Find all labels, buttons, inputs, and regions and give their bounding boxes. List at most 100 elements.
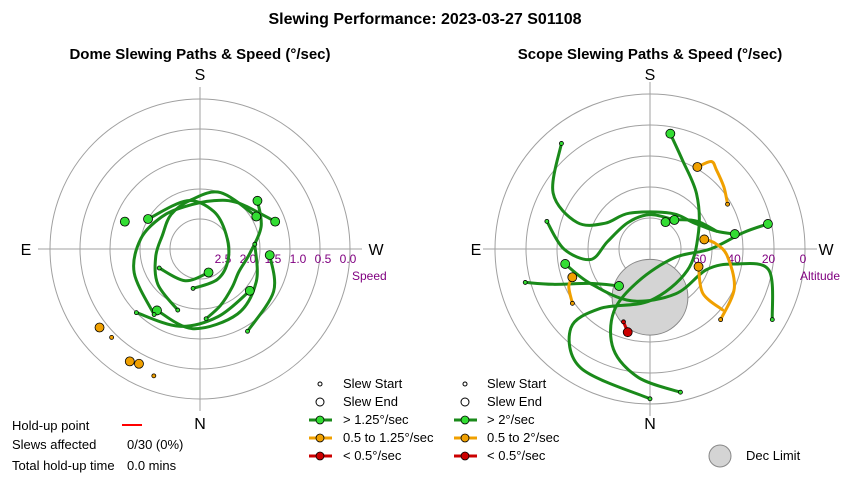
dome-slew-end-marker bbox=[252, 195, 263, 206]
dome-radial-tick-label: 0.0 bbox=[340, 252, 357, 266]
scope-radial-axis-label: Altitude bbox=[800, 269, 840, 283]
legend-slew-start-marker bbox=[317, 381, 323, 387]
scope-radial-tick-label: 0 bbox=[800, 252, 807, 266]
dome-dir-bottom: N bbox=[194, 416, 206, 433]
scope-radial-tick-label: 20 bbox=[762, 252, 776, 266]
scope-slew-end-marker bbox=[692, 162, 703, 172]
scope-slew-end-marker bbox=[693, 261, 704, 272]
dome-slew-end-marker bbox=[143, 214, 153, 224]
scope-slew-start-marker bbox=[559, 141, 564, 146]
dome-legend: Slew Start Slew End > 1.25°/sec 0.5 to 1… bbox=[309, 376, 434, 463]
scope-slew-end-marker bbox=[665, 128, 676, 139]
dome-slew-start-marker bbox=[151, 373, 157, 379]
dome-slew-path-fast bbox=[153, 190, 258, 312]
scope-dir-right: W bbox=[818, 242, 834, 259]
scope-slew-end-marker bbox=[729, 229, 740, 239]
dome-slew-path-fast bbox=[246, 253, 277, 333]
dome-dir-top: S bbox=[195, 67, 206, 84]
scope-slew-path-fast bbox=[563, 261, 775, 322]
dome-legend-fast: > 1.25°/sec bbox=[343, 412, 409, 427]
scope-polar-chart: Scope Slewing Paths & Speed (°/sec) S N … bbox=[471, 46, 841, 433]
holdup-point-label: Hold-up point bbox=[12, 418, 90, 433]
scope-slew-end-marker bbox=[763, 219, 773, 229]
scope-dir-left: E bbox=[471, 242, 482, 259]
scope-slew-start-marker bbox=[718, 317, 724, 323]
dome-plot-layer bbox=[38, 87, 362, 411]
dome-slew-start-marker bbox=[151, 312, 157, 317]
dome-slew-start-marker bbox=[190, 285, 196, 291]
dome-legend-slow: < 0.5°/sec bbox=[343, 448, 402, 463]
dome-slew-start-marker bbox=[252, 241, 258, 247]
dome-radial-axis-label: Speed bbox=[352, 269, 387, 283]
scope-legend: Slew Start Slew End > 2°/sec 0.5 to 2°/s… bbox=[454, 376, 801, 468]
scope-legend-slow: < 0.5°/sec bbox=[487, 448, 546, 463]
scope-slew-end-marker bbox=[560, 259, 571, 269]
scope-slew-start-marker bbox=[769, 317, 775, 323]
scope-slew-start-marker bbox=[570, 300, 575, 306]
dome-slew-end-marker bbox=[94, 322, 105, 333]
dome-dir-right: W bbox=[368, 242, 384, 259]
scope-slew-path-medium bbox=[695, 160, 730, 206]
dome-slew-start-marker bbox=[156, 265, 162, 271]
scope-legend-fast: > 2°/sec bbox=[487, 412, 535, 427]
holdup-stats: Hold-up point Slews affected 0/30 (0%) T… bbox=[12, 418, 183, 473]
scope-slew-path-fast bbox=[567, 132, 701, 401]
scope-slew-start-marker bbox=[522, 280, 528, 285]
scope-slew-end-marker bbox=[660, 217, 671, 228]
total-holdup-value: 0.0 mins bbox=[127, 458, 177, 473]
dome-polar-chart: Dome Slewing Paths & Speed (°/sec) S N E… bbox=[21, 46, 387, 433]
dome-legend-medium: 0.5 to 1.25°/sec bbox=[343, 430, 434, 445]
dome-legend-start: Slew Start bbox=[343, 376, 403, 391]
legend-fast-marker bbox=[460, 415, 470, 425]
scope-legend-end: Slew End bbox=[487, 394, 542, 409]
scope-slew-start-marker bbox=[621, 319, 626, 325]
scope-slew-path-fast bbox=[551, 142, 737, 236]
scope-slew-path-medium bbox=[702, 237, 736, 322]
dome-slew-end-marker bbox=[119, 216, 130, 227]
scope-slew-end-marker bbox=[622, 327, 633, 338]
dome-slew-path-fast bbox=[157, 266, 211, 283]
legend-slow-marker bbox=[315, 451, 325, 461]
scope-slew-end-marker bbox=[699, 234, 710, 245]
scope-chart-title: Scope Slewing Paths & Speed (°/sec) bbox=[518, 46, 782, 63]
scope-dir-bottom: N bbox=[644, 416, 656, 433]
dome-slew-end-marker bbox=[244, 285, 255, 296]
dome-slew-path-fast bbox=[204, 199, 263, 321]
scope-slew-start-marker bbox=[725, 201, 730, 207]
dome-slew-end-marker bbox=[124, 356, 135, 367]
scope-slew-end-marker bbox=[567, 272, 578, 283]
legend-fast-marker bbox=[315, 415, 325, 425]
dome-radial-tick-label: 0.5 bbox=[315, 252, 332, 266]
figure-title: Slewing Performance: 2023-03-27 S01108 bbox=[268, 11, 581, 28]
scope-slew-start-marker bbox=[544, 218, 550, 224]
dome-slew-start-marker bbox=[245, 328, 250, 334]
dome-slew-path-fast bbox=[134, 289, 252, 328]
dome-slew-start-marker bbox=[109, 334, 115, 340]
legend-slew-end-marker bbox=[460, 397, 470, 407]
scope-slew-end-marker bbox=[614, 281, 624, 291]
scope-slew-path-fast bbox=[523, 280, 621, 288]
legend-slew-start-marker bbox=[462, 381, 468, 387]
dome-slew-end-marker bbox=[264, 250, 275, 261]
dec-limit-region bbox=[611, 258, 689, 336]
dome-slew-path-fast bbox=[146, 199, 231, 290]
scope-slew-end-marker bbox=[669, 215, 680, 225]
scope-legend-medium: 0.5 to 2°/sec bbox=[487, 430, 560, 445]
dome-slew-end-marker bbox=[251, 211, 262, 222]
legend-slew-end-marker bbox=[315, 397, 325, 407]
dome-slew-start-marker bbox=[133, 310, 139, 316]
scope-slew-start-marker bbox=[647, 396, 653, 402]
legend-medium-marker bbox=[315, 433, 325, 443]
dome-radial-tick-label: 1.0 bbox=[290, 252, 307, 266]
dome-slew-end-marker bbox=[203, 267, 214, 278]
dome-legend-end: Slew End bbox=[343, 394, 398, 409]
dome-slew-start-marker bbox=[203, 316, 209, 322]
slews-affected-label: Slews affected bbox=[12, 437, 96, 452]
scope-slew-path-medium bbox=[697, 265, 725, 312]
dome-slew-end-marker bbox=[134, 358, 144, 369]
scope-dir-top: S bbox=[645, 67, 656, 84]
legend-medium-marker bbox=[460, 433, 470, 443]
scope-legend-start: Slew Start bbox=[487, 376, 547, 391]
dome-chart-title: Dome Slewing Paths & Speed (°/sec) bbox=[69, 46, 330, 63]
dec-limit-legend-label: Dec Limit bbox=[746, 448, 801, 463]
